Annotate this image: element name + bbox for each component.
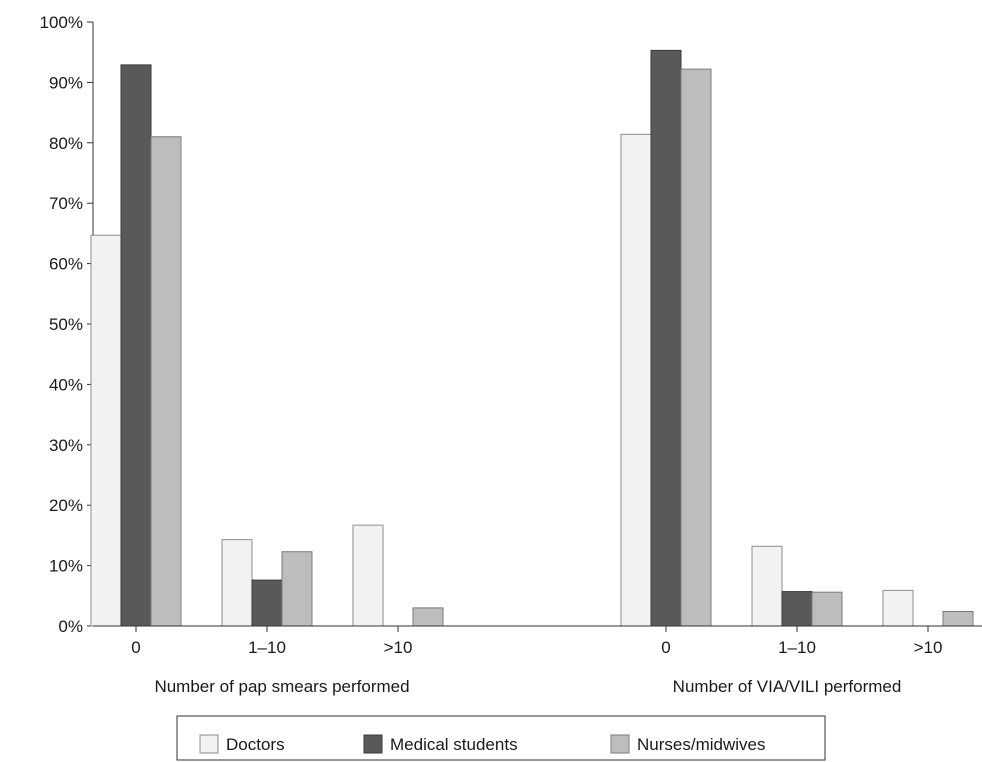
x-tick-label: 1–10	[778, 638, 816, 657]
legend-box	[176, 715, 826, 761]
y-tick-label: 90%	[49, 73, 83, 92]
bar-doctors-g1-c1	[751, 545, 783, 627]
x-tick-label: 0	[131, 638, 140, 657]
y-tick-label: 70%	[49, 194, 83, 213]
bar-doctors-g1-c2	[882, 589, 914, 627]
bar-medical-students-g0-c1	[251, 579, 283, 627]
bar-nurses-midwives-g1-c1	[811, 591, 843, 627]
x-group-label: Number of VIA/VILI performed	[673, 677, 902, 696]
legend-label: Nurses/midwives	[637, 735, 765, 754]
x-tick-label: 1–10	[248, 638, 286, 657]
x-tick-label: >10	[384, 638, 413, 657]
bar-doctors-g0-c0	[90, 234, 122, 627]
bar-doctors-g0-c1	[221, 539, 253, 627]
legend-swatch	[199, 734, 219, 754]
y-tick-label: 100%	[40, 13, 83, 32]
bar-nurses-midwives-g0-c2	[412, 607, 444, 627]
bar-medical-students-g1-c0	[650, 49, 682, 627]
x-axis: 0 1–10 >10 Number of pap smears performed 0 1…	[93, 625, 982, 696]
bar-medical-students-g1-c1	[781, 591, 813, 627]
bar-medical-students-g0-c0	[120, 64, 152, 627]
legend-swatch	[363, 734, 383, 754]
y-tick-label: 50%	[49, 315, 83, 334]
y-tick-label: 10%	[49, 557, 83, 576]
bar-doctors-g1-c0	[620, 133, 652, 627]
y-axis: 0% 10% 20% 30% 40% 50% 60% 70% 80% 90% 100%	[40, 13, 94, 636]
legend: Doctors Medical students Nurses/midwives	[176, 715, 826, 761]
y-tick-label: 60%	[49, 255, 83, 274]
legend-label: Doctors	[226, 735, 285, 754]
x-tick-label: 0	[661, 638, 670, 657]
bar-nurses-midwives-g0-c0	[150, 136, 182, 627]
bar-doctors-g0-c2	[352, 524, 384, 627]
bars	[90, 49, 974, 627]
bar-nurses-midwives-g1-c2	[942, 611, 974, 627]
legend-swatch	[610, 734, 630, 754]
y-tick-label: 30%	[49, 436, 83, 455]
x-tick-label: >10	[914, 638, 943, 657]
x-group-label: Number of pap smears performed	[154, 677, 409, 696]
y-tick-label: 0%	[58, 617, 83, 636]
y-tick-label: 20%	[49, 496, 83, 515]
legend-label: Medical students	[390, 735, 518, 754]
bar-nurses-midwives-g0-c1	[281, 551, 313, 627]
y-tick-label: 40%	[49, 375, 83, 394]
y-tick-label: 80%	[49, 134, 83, 153]
bar-nurses-midwives-g1-c0	[680, 68, 712, 627]
